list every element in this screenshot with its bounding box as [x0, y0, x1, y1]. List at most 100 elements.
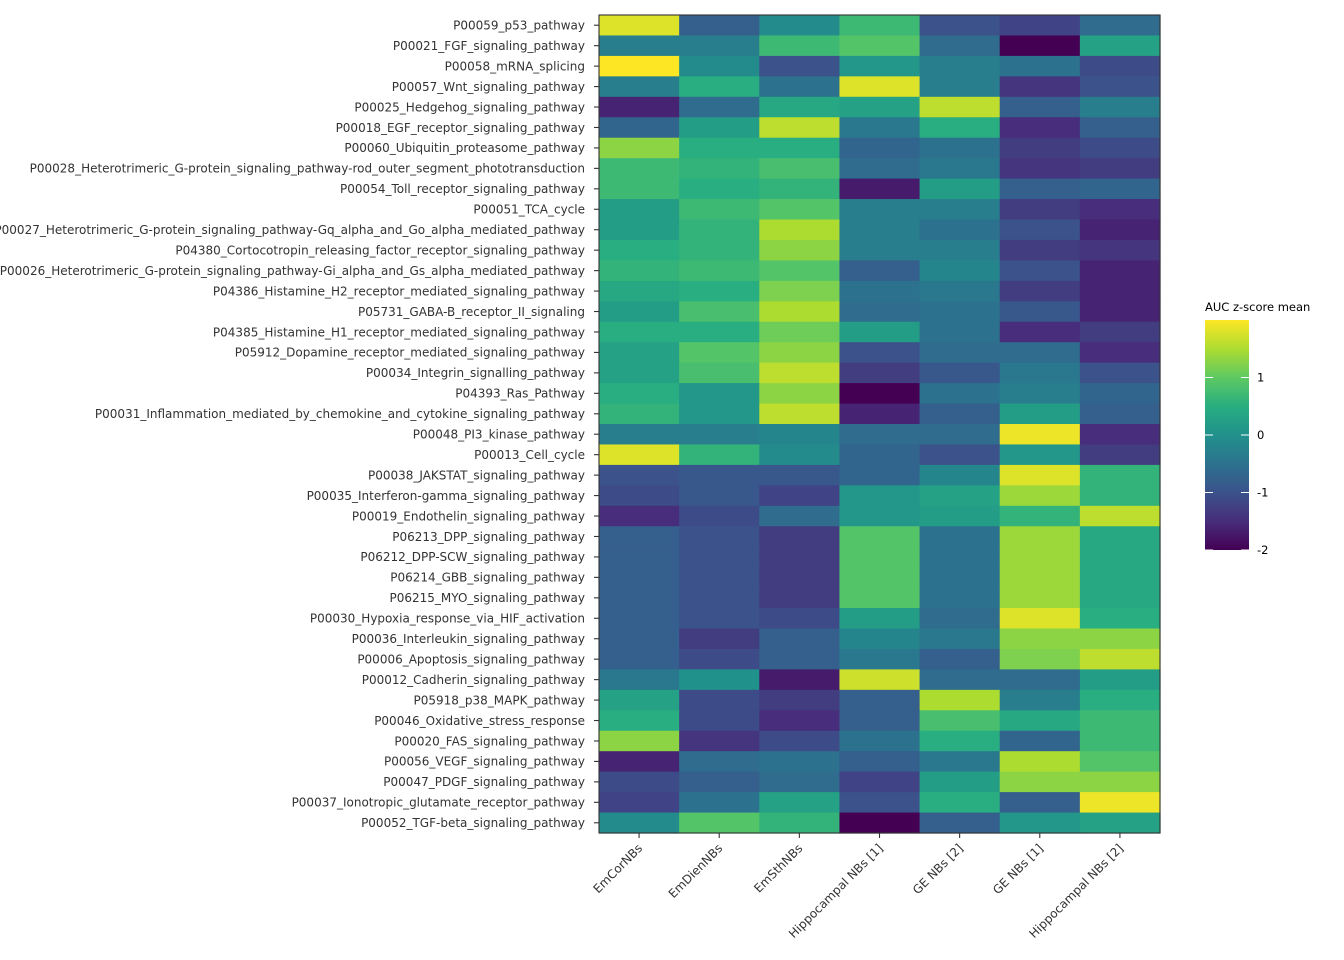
heatmap-cell	[599, 301, 680, 323]
heatmap-cell	[759, 383, 841, 405]
heatmap-cell	[1079, 628, 1161, 650]
heatmap-cell	[759, 342, 841, 364]
heatmap-cell	[759, 35, 841, 57]
heatmap-cell	[839, 710, 921, 732]
heatmap-cell	[679, 464, 760, 486]
heatmap-cell	[1079, 608, 1161, 630]
heatmap-cell	[999, 751, 1081, 773]
y-tick-label: P00051_TCA_cycle	[473, 203, 585, 217]
y-tick-label: P00058_mRNA_splicing	[445, 59, 585, 73]
x-tick-label: GE NBs [2]	[910, 841, 966, 897]
heatmap-cell	[759, 567, 841, 589]
heatmap-cell	[1079, 526, 1161, 548]
heatmap-cell	[1079, 403, 1161, 425]
heatmap-cell	[679, 648, 760, 670]
heatmap-cell	[679, 710, 760, 732]
heatmap-cell	[999, 771, 1081, 793]
heatmap-cell	[759, 608, 841, 630]
heatmap-cell	[599, 362, 680, 384]
heatmap-cell	[759, 321, 841, 343]
heatmap-cell	[679, 526, 760, 548]
y-tick-label: P00031_Inflammation_mediated_by_chemokin…	[95, 407, 585, 421]
heatmap-cell	[999, 648, 1081, 670]
heatmap-cell	[679, 546, 760, 568]
heatmap-cell	[999, 812, 1081, 834]
heatmap-cell	[759, 260, 841, 282]
heatmap-cell	[919, 137, 1001, 159]
heatmap-cell	[839, 587, 921, 609]
y-tick-label: P00060_Ubiquitin_proteasome_pathway	[344, 141, 585, 155]
heatmap-cell	[919, 710, 1001, 732]
heatmap-cell	[999, 15, 1081, 37]
heatmap-cell	[839, 444, 921, 466]
heatmap-cell	[599, 321, 680, 343]
heatmap-cell	[919, 648, 1001, 670]
heatmap-cell	[919, 424, 1001, 446]
heatmap-cell	[759, 628, 841, 650]
heatmap-cell	[599, 669, 680, 691]
y-tick-label: P04393_Ras_Pathway	[455, 387, 585, 401]
heatmap-cell	[599, 730, 680, 752]
heatmap-cell	[759, 505, 841, 527]
heatmap-cell	[839, 383, 921, 405]
heatmap-cell	[919, 55, 1001, 77]
colorbar-tick-label: -2	[1257, 543, 1268, 557]
heatmap-cell	[999, 158, 1081, 180]
heatmap-cell	[839, 239, 921, 261]
heatmap-cell	[839, 199, 921, 221]
heatmap-cell	[919, 730, 1001, 752]
heatmap-cell	[599, 280, 680, 302]
y-tick-label: P00036_Interleukin_signaling_pathway	[352, 632, 585, 646]
y-tick-label: P00037_Ionotropic_glutamate_receptor_pat…	[292, 796, 585, 810]
heatmap-cell	[1079, 117, 1161, 139]
heatmap-cell	[839, 771, 921, 793]
heatmap-cell	[919, 526, 1001, 548]
heatmap-cell	[759, 301, 841, 323]
heatmap-cell	[679, 689, 760, 711]
heatmap-cell	[839, 301, 921, 323]
heatmap-cell	[839, 35, 921, 57]
heatmap-cell	[999, 96, 1081, 118]
y-tick-label: P00056_VEGF_signaling_pathway	[384, 755, 585, 769]
heatmap-cell	[999, 199, 1081, 221]
heatmap-cell	[679, 485, 760, 507]
heatmap-cell	[759, 792, 841, 814]
heatmap-cell	[679, 35, 760, 57]
heatmap-cell	[999, 239, 1081, 261]
y-tick-label: P00019_Endothelin_signaling_pathway	[352, 509, 585, 523]
heatmap-cell	[919, 587, 1001, 609]
heatmap-cell	[999, 35, 1081, 57]
heatmap-cell	[1079, 239, 1161, 261]
heatmap-cell	[839, 485, 921, 507]
heatmap-cell	[679, 628, 760, 650]
heatmap-cell	[839, 403, 921, 425]
heatmap-cell	[679, 280, 760, 302]
heatmap-cell	[839, 792, 921, 814]
heatmap-cell	[999, 526, 1081, 548]
heatmap-cell	[679, 792, 760, 814]
heatmap-cell	[599, 771, 680, 793]
heatmap-cell	[599, 239, 680, 261]
x-tick-label: GE NBs [1]	[990, 841, 1046, 897]
heatmap-cell	[599, 464, 680, 486]
heatmap-cell	[919, 628, 1001, 650]
y-tick-label: P05731_GABA-B_receptor_II_signaling	[358, 305, 585, 319]
heatmap-cell	[839, 76, 921, 98]
heatmap-cell	[839, 505, 921, 527]
heatmap-cell	[919, 751, 1001, 773]
heatmap-cell	[679, 199, 760, 221]
heatmap-cell	[919, 792, 1001, 814]
y-tick-label: P04386_Histamine_H2_receptor_mediated_si…	[213, 284, 585, 298]
y-tick-label: P00038_JAKSTAT_signaling_pathway	[368, 468, 585, 482]
heatmap-cell	[759, 178, 841, 200]
heatmap-cell	[919, 689, 1001, 711]
heatmap-cell	[1079, 96, 1161, 118]
heatmap-cell	[1079, 485, 1161, 507]
heatmap-cell	[919, 403, 1001, 425]
y-tick-label: P00047_PDGF_signaling_pathway	[383, 775, 585, 789]
heatmap-cell	[919, 505, 1001, 527]
y-tick-label: P04385_Histamine_H1_receptor_mediated_si…	[213, 325, 585, 339]
heatmap-cell	[999, 219, 1081, 241]
colorbar-tick-label: 0	[1257, 428, 1264, 442]
heatmap-cell	[599, 812, 680, 834]
